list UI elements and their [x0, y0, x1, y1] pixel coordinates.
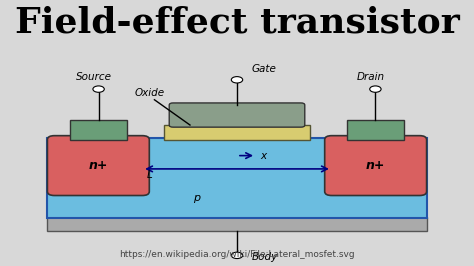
Text: p: p [193, 193, 201, 203]
Bar [347, 120, 404, 140]
Text: n+: n+ [89, 159, 108, 172]
Text: Drain: Drain [356, 72, 385, 82]
Circle shape [231, 252, 243, 259]
FancyBboxPatch shape [325, 136, 427, 196]
Text: Oxide: Oxide [135, 88, 165, 98]
Text: https://en.wikipedia.org/wiki/File:Lateral_mosfet.svg: https://en.wikipedia.org/wiki/File:Later… [119, 250, 355, 259]
Text: Body: Body [251, 252, 277, 262]
FancyBboxPatch shape [47, 136, 149, 196]
Bar [47, 217, 427, 231]
Circle shape [93, 86, 104, 92]
Text: x: x [261, 151, 267, 161]
Text: Field-effect transistor: Field-effect transistor [15, 6, 459, 40]
Circle shape [370, 86, 381, 92]
Text: n+: n+ [366, 159, 385, 172]
Text: Gate: Gate [251, 64, 276, 74]
Bar [47, 138, 427, 218]
Text: Source: Source [76, 72, 112, 82]
Circle shape [231, 77, 243, 83]
Bar [70, 120, 127, 140]
FancyBboxPatch shape [169, 103, 305, 127]
Bar [164, 125, 310, 140]
Text: L: L [147, 170, 153, 180]
